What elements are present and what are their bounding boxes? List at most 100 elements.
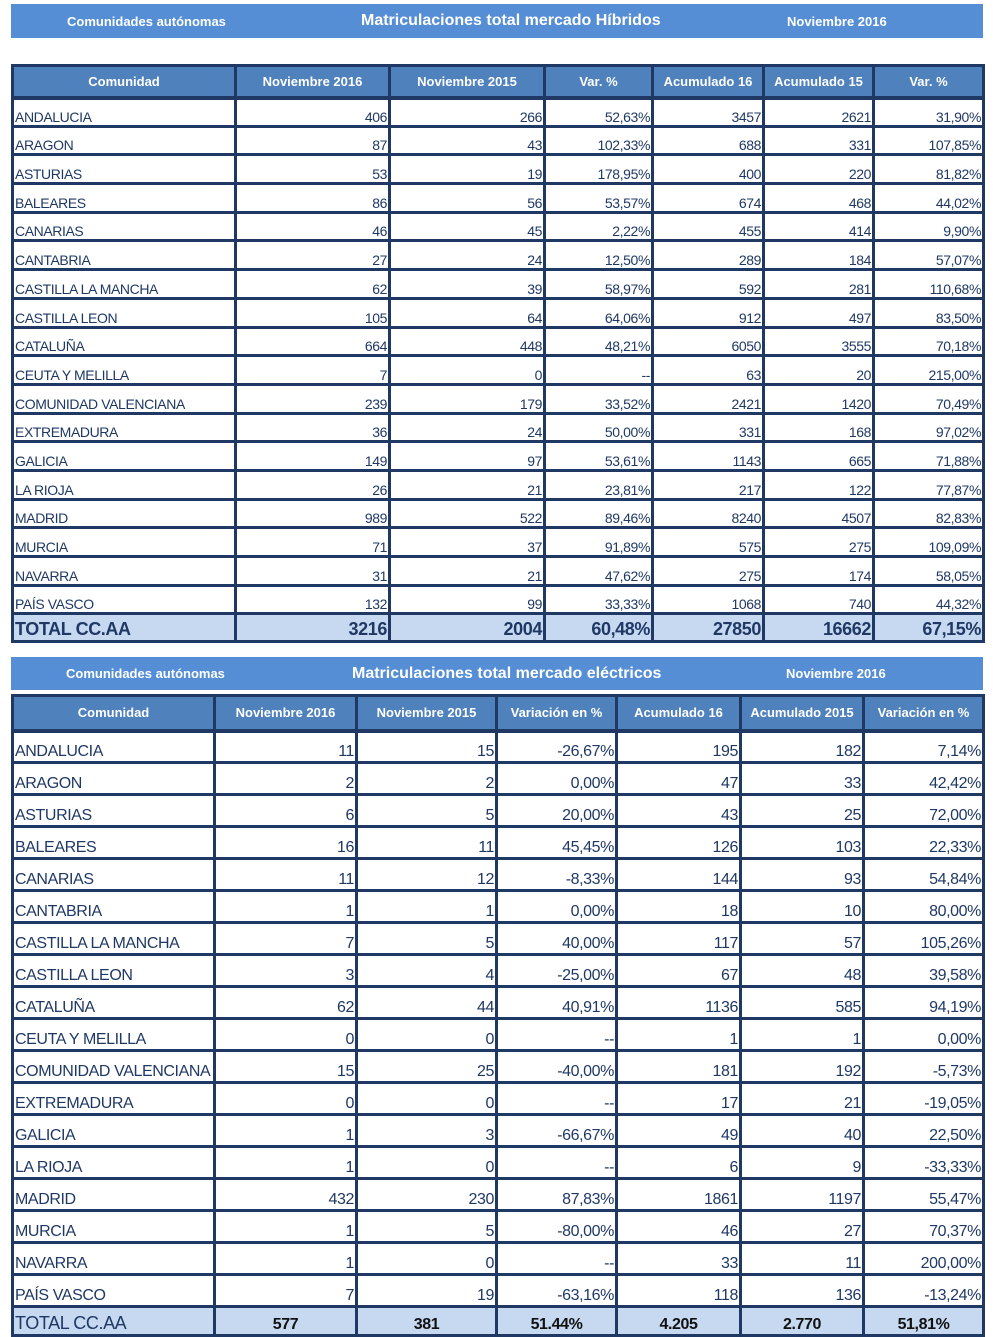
cell-value: 0 [213, 1017, 358, 1052]
cell-value: 522 [388, 497, 546, 530]
table-row: CATALUÑA 664 448 48,21% 6050 3555 70,18% [11, 325, 985, 358]
band-title: Matriculaciones total mercado eléctricos [352, 664, 662, 682]
community-name: CANARIAS [11, 210, 237, 243]
total-row: TOTAL CC.AA 577 381 51.44% 4.205 2.770 51,81% [11, 1305, 985, 1337]
community-name: CASTILLA LEON [11, 296, 237, 329]
cell-value: 17 [615, 1081, 742, 1116]
cell-value: 0,00% [862, 1017, 985, 1052]
cell-value: 220 [762, 153, 875, 186]
cell-value: 0 [355, 1241, 498, 1276]
table-row: ARAGON 87 43 102,33% 688 331 107,85% [11, 124, 985, 157]
cell-value: 16 [213, 825, 358, 860]
cell-value: 102,33% [543, 124, 654, 157]
band-left-label: Comunidades autónomas [67, 13, 226, 29]
community-name: ANDALUCIA [11, 96, 237, 128]
cell-value: 0 [213, 1081, 358, 1116]
cell-value: 468 [762, 182, 875, 214]
cell-value: 5 [355, 1209, 498, 1244]
cell-value: 33 [739, 761, 865, 796]
cell-value: 33 [615, 1241, 742, 1276]
total-value: 51.44% [495, 1305, 618, 1337]
cell-value: 1 [615, 1017, 742, 1052]
cell-value: -- [495, 1241, 618, 1276]
cell-value: 174 [762, 555, 875, 587]
cell-value: 97,02% [872, 411, 985, 444]
cell-value: 89,46% [543, 497, 654, 530]
community-name: BALEARES [11, 825, 216, 860]
table-row: CASTILLA LEON 3 4 -25,00% 67 48 39,58% [11, 953, 985, 988]
community-name: ASTURIAS [11, 153, 237, 186]
cell-value: 39 [388, 268, 546, 300]
cell-value: 149 [234, 440, 391, 472]
column-header: Noviembre 2015 [355, 694, 498, 733]
cell-value: -25,00% [495, 953, 618, 988]
cell-value: 40 [739, 1113, 865, 1148]
cell-value: 2421 [651, 382, 765, 415]
cell-value: 2,22% [543, 210, 654, 243]
cell-value: 1 [213, 1209, 358, 1244]
hybrid-table: Comunidad Noviembre 2016 Noviembre 2015 Var… [11, 64, 985, 644]
community-name: CEUTA Y MELILLA [11, 354, 237, 386]
cell-value: 9 [739, 1145, 865, 1180]
cell-value: 31 [234, 555, 391, 587]
cell-value: 3555 [762, 325, 875, 358]
table-row: GALICIA 149 97 53,61% 1143 665 71,88% [11, 440, 985, 472]
cell-value: 182 [739, 729, 865, 764]
cell-value: 110,68% [872, 268, 985, 300]
table-row: CEUTA Y MELILLA 7 0 -- 63 20 215,00% [11, 354, 985, 386]
cell-value: 2621 [762, 96, 875, 128]
cell-value: -5,73% [862, 1049, 985, 1084]
cell-value: 49 [615, 1113, 742, 1148]
cell-value: 107,85% [872, 124, 985, 157]
column-header: Var. % [543, 64, 654, 100]
cell-value: 989 [234, 497, 391, 530]
cell-value: 1143 [651, 440, 765, 472]
column-header: Noviembre 2015 [388, 64, 546, 100]
cell-value: 0 [355, 1081, 498, 1116]
cell-value: 11 [213, 729, 358, 764]
table-row: BALEARES 16 11 45,45% 126 103 22,33% [11, 825, 985, 860]
cell-value: 664 [234, 325, 391, 358]
cell-value: 1136 [615, 985, 742, 1020]
cell-value: 7 [234, 354, 391, 386]
cell-value: 740 [762, 583, 875, 616]
cell-value: 0 [355, 1017, 498, 1052]
cell-value: 22,33% [862, 825, 985, 860]
cell-value: 592 [651, 268, 765, 300]
table-row: CANARIAS 11 12 -8,33% 144 93 54,84% [11, 857, 985, 892]
cell-value: 21 [388, 468, 546, 501]
cell-value: 1068 [651, 583, 765, 616]
community-name: CATALUÑA [11, 325, 237, 358]
cell-value: 136 [739, 1273, 865, 1308]
cell-value: 80,00% [862, 889, 985, 924]
cell-value: 5 [355, 921, 498, 956]
cell-value: 2 [213, 761, 358, 796]
band-title: Matriculaciones total mercado Híbridos [361, 12, 661, 29]
table-row: MURCIA 1 5 -80,00% 46 27 70,37% [11, 1209, 985, 1244]
hybrid-title-band: Comunidades autónomas Matriculaciones to… [11, 4, 983, 38]
cell-value: 71 [234, 526, 391, 558]
cell-value: 70,49% [872, 382, 985, 415]
cell-value: 43 [615, 793, 742, 828]
column-header: Var. % [872, 64, 985, 100]
cell-value: 33,52% [543, 382, 654, 415]
cell-value: 45 [388, 210, 546, 243]
column-header: Acumulado 2015 [739, 694, 865, 733]
cell-value: 64 [388, 296, 546, 329]
cell-value: 585 [739, 985, 865, 1020]
cell-value: 118 [615, 1273, 742, 1308]
cell-value: 179 [388, 382, 546, 415]
cell-value: 122 [762, 468, 875, 501]
table-row: ANDALUCIA 406 266 52,63% 3457 2621 31,90% [11, 96, 985, 128]
community-name: EXTREMADURA [11, 411, 237, 444]
cell-value: 12 [355, 857, 498, 892]
total-label: TOTAL CC.AA [11, 612, 237, 644]
cell-value: 77,87% [872, 468, 985, 501]
cell-value: 7 [213, 921, 358, 956]
cell-value: 0 [388, 354, 546, 386]
cell-value: 8240 [651, 497, 765, 530]
cell-value: 11 [739, 1241, 865, 1276]
cell-value: 48,21% [543, 325, 654, 358]
cell-value: 1 [213, 1145, 358, 1180]
community-name: CASTILLA LA MANCHA [11, 921, 216, 956]
